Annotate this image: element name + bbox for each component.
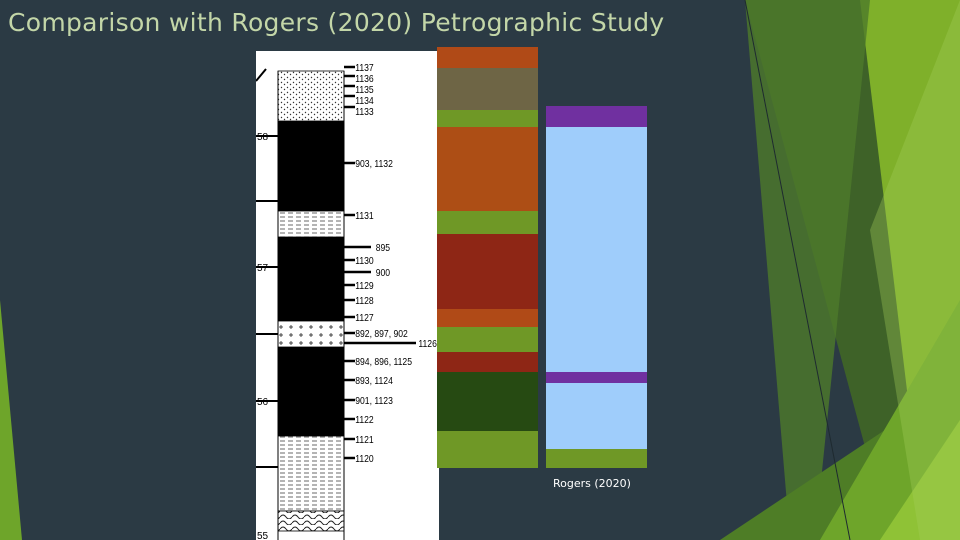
bar-segment xyxy=(546,106,647,127)
bar-segment xyxy=(437,110,538,127)
bar-segment xyxy=(437,47,538,68)
sample-label: 1131 xyxy=(355,210,374,222)
depth-label: 58 xyxy=(257,132,269,143)
sample-label: 1137 xyxy=(355,62,374,74)
bar-segment xyxy=(546,449,647,468)
bar-segment xyxy=(546,127,647,372)
bar-segment xyxy=(437,327,538,352)
side-label: 895 xyxy=(376,242,390,254)
bar-segment xyxy=(437,372,538,431)
sample-label: 1135 xyxy=(355,84,374,96)
sample-label: 893, 1124 xyxy=(355,375,393,387)
sample-label: 1121 xyxy=(355,434,374,446)
bar-segment xyxy=(437,211,538,234)
sample-label: 1134 xyxy=(355,95,374,107)
bar-segment xyxy=(437,431,538,468)
bar-segment xyxy=(437,68,538,110)
side-label: 1126 xyxy=(418,338,437,350)
depth-label: 57 xyxy=(257,263,269,274)
sample-label: 1136 xyxy=(355,73,374,85)
bar-segment xyxy=(437,127,538,211)
sample-label: 1129 xyxy=(355,280,374,292)
sample-label: 1133 xyxy=(355,106,374,118)
bar-segment xyxy=(437,309,538,327)
rogers-caption: Rogers (2020) xyxy=(553,477,631,490)
bar-segment xyxy=(546,383,647,449)
depth-label: 55 xyxy=(257,531,269,540)
sample-label: 894, 896, 1125 xyxy=(355,356,412,368)
sample-label: 892, 897, 902 xyxy=(355,328,408,340)
sample-label: 1130 xyxy=(355,255,374,267)
slide-title: Comparison with Rogers (2020) Petrograph… xyxy=(8,8,665,37)
sample-label: 1128 xyxy=(355,295,374,307)
sample-label: 1127 xyxy=(355,312,374,324)
bar-segment xyxy=(546,372,647,383)
sample-label: 903, 1132 xyxy=(355,158,393,170)
sample-label: 1120 xyxy=(355,453,374,465)
depth-label: 56 xyxy=(257,397,269,408)
bar-segment xyxy=(437,352,538,372)
sample-label: 1122 xyxy=(355,414,374,426)
stratigraphic-column: 58 57 56 55 1137 1136 1135 1134 1133 903… xyxy=(256,51,439,540)
side-label: 900 xyxy=(376,267,390,279)
sample-label: 901, 1123 xyxy=(355,395,393,407)
bar-segment xyxy=(437,234,538,309)
